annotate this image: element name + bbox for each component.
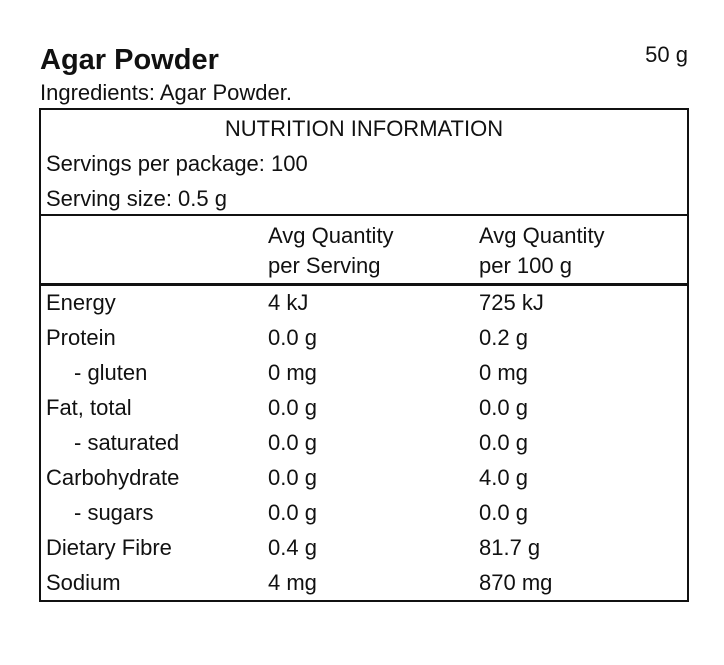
nutrient-name: Sodium xyxy=(46,570,121,595)
serving-size: Serving size: 0.5 g xyxy=(46,186,227,211)
divider xyxy=(41,283,687,286)
nutrient-name: Protein xyxy=(46,325,116,350)
nutrient-value: 0.2 g xyxy=(479,325,528,350)
nutrient-name: - gluten xyxy=(74,360,148,385)
nutrient-value: 0.0 g xyxy=(268,430,317,455)
nutrient-value: 0.0 g xyxy=(268,395,317,420)
divider xyxy=(41,214,687,216)
nutrient-value: 4 mg xyxy=(268,570,317,595)
nutrient-value: 0 mg xyxy=(268,360,317,385)
nutrition-panel: NUTRITION INFORMATION Servings per packa… xyxy=(39,108,689,602)
nutrient-value: 725 kJ xyxy=(479,290,544,315)
nutrient-name: Dietary Fibre xyxy=(46,535,172,560)
net-weight: 50 g xyxy=(645,42,688,67)
nutrient-value: 0.0 g xyxy=(268,500,317,525)
nutrient-value: 0 mg xyxy=(479,360,528,385)
nutrient-name: - sugars xyxy=(74,500,154,525)
nutrient-value: 0.0 g xyxy=(268,465,317,490)
nutrient-value: 0.0 g xyxy=(479,500,528,525)
nutrient-value: 870 mg xyxy=(479,570,553,595)
panel-title: NUTRITION INFORMATION xyxy=(224,116,504,141)
nutrient-value: 0.0 g xyxy=(479,430,528,455)
ingredients: Ingredients: Agar Powder. xyxy=(40,80,292,105)
nutrient-name: Energy xyxy=(46,290,116,315)
servings: Servings per package: 100 xyxy=(46,151,308,176)
column-header: Avg Quantity xyxy=(479,223,605,248)
nutrient-name: Carbohydrate xyxy=(46,465,180,490)
nutrient-value: 0.0 g xyxy=(479,395,528,420)
nutrient-value: 0.4 g xyxy=(268,535,317,560)
nutrient-value: 4 kJ xyxy=(268,290,309,315)
nutrient-value: 4.0 g xyxy=(479,465,528,490)
column-header: per Serving xyxy=(268,253,381,278)
nutrient-name: - saturated xyxy=(74,430,180,455)
product-title: Agar Powder xyxy=(40,44,219,76)
nutrient-value: 81.7 g xyxy=(479,535,541,560)
nutrient-value: 0.0 g xyxy=(268,325,317,350)
column-header: Avg Quantity xyxy=(268,223,394,248)
column-header: per 100 g xyxy=(479,253,572,278)
nutrient-name: Fat, total xyxy=(46,395,132,420)
